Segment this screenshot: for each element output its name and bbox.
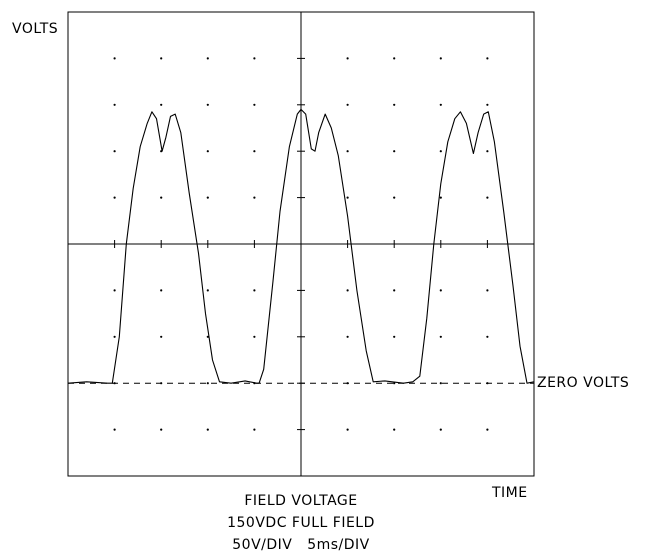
x-axis-label: TIME [492,485,528,501]
y-axis-label: VOLTS [12,21,59,37]
grid-dots [113,57,489,431]
grid-dot [393,335,396,338]
grid-dot [160,428,163,431]
grid-dot [253,103,256,106]
grid-dot [439,335,442,338]
grid-dot [160,103,163,106]
grid-dot [113,103,116,106]
grid-dot [439,382,442,385]
grid-dot [439,428,442,431]
grid-dot [393,196,396,199]
grid-dot [486,289,489,292]
grid-dot [206,196,209,199]
grid-dot [253,196,256,199]
grid-dot [346,57,349,60]
grid-dot [113,335,116,338]
grid-dot [206,382,209,385]
grid-dot [486,196,489,199]
grid-dot [160,335,163,338]
grid-dot [439,196,442,199]
grid-dot [253,150,256,153]
grid-dot [393,57,396,60]
grid-dot [113,196,116,199]
chart-caption: FIELD VOLTAGE 150VDC FULL FIELD 50V/DIV … [0,490,602,556]
grid-dot [486,150,489,153]
voltage-trace [67,108,535,384]
caption-title: FIELD VOLTAGE [244,493,358,509]
grid-dot [206,428,209,431]
grid-dot [206,103,209,106]
grid-dot [160,289,163,292]
grid-dot [206,150,209,153]
grid-dot [393,150,396,153]
grid-dot [206,335,209,338]
grid-dot [439,289,442,292]
grid-dot [346,196,349,199]
grid-dot [393,103,396,106]
grid-dot [160,57,163,60]
caption-scale: 50V/DIV 5ms/DIV [232,537,370,553]
grid-dot [113,428,116,431]
grid-dot [160,196,163,199]
zero-volts-label: ZERO VOLTS [537,375,630,391]
grid-dot [113,289,116,292]
grid-dot [346,428,349,431]
grid-dot [439,57,442,60]
grid-dot [439,103,442,106]
grid-dot [206,289,209,292]
grid-dot [113,150,116,153]
grid-dot [486,103,489,106]
grid-dot [253,428,256,431]
grid-dot [253,57,256,60]
grid-dot [346,335,349,338]
grid-dot [393,428,396,431]
grid-dot [346,289,349,292]
grid-dot [206,57,209,60]
grid-dot [486,57,489,60]
caption-subtitle: 150VDC FULL FIELD [227,515,375,531]
grid-dot [346,150,349,153]
grid-dot [253,289,256,292]
grid-dot [346,103,349,106]
grid-dot [113,57,116,60]
grid-dot [393,289,396,292]
grid-dot [253,335,256,338]
grid-dot [439,150,442,153]
grid-dot [486,335,489,338]
grid-dot [486,428,489,431]
